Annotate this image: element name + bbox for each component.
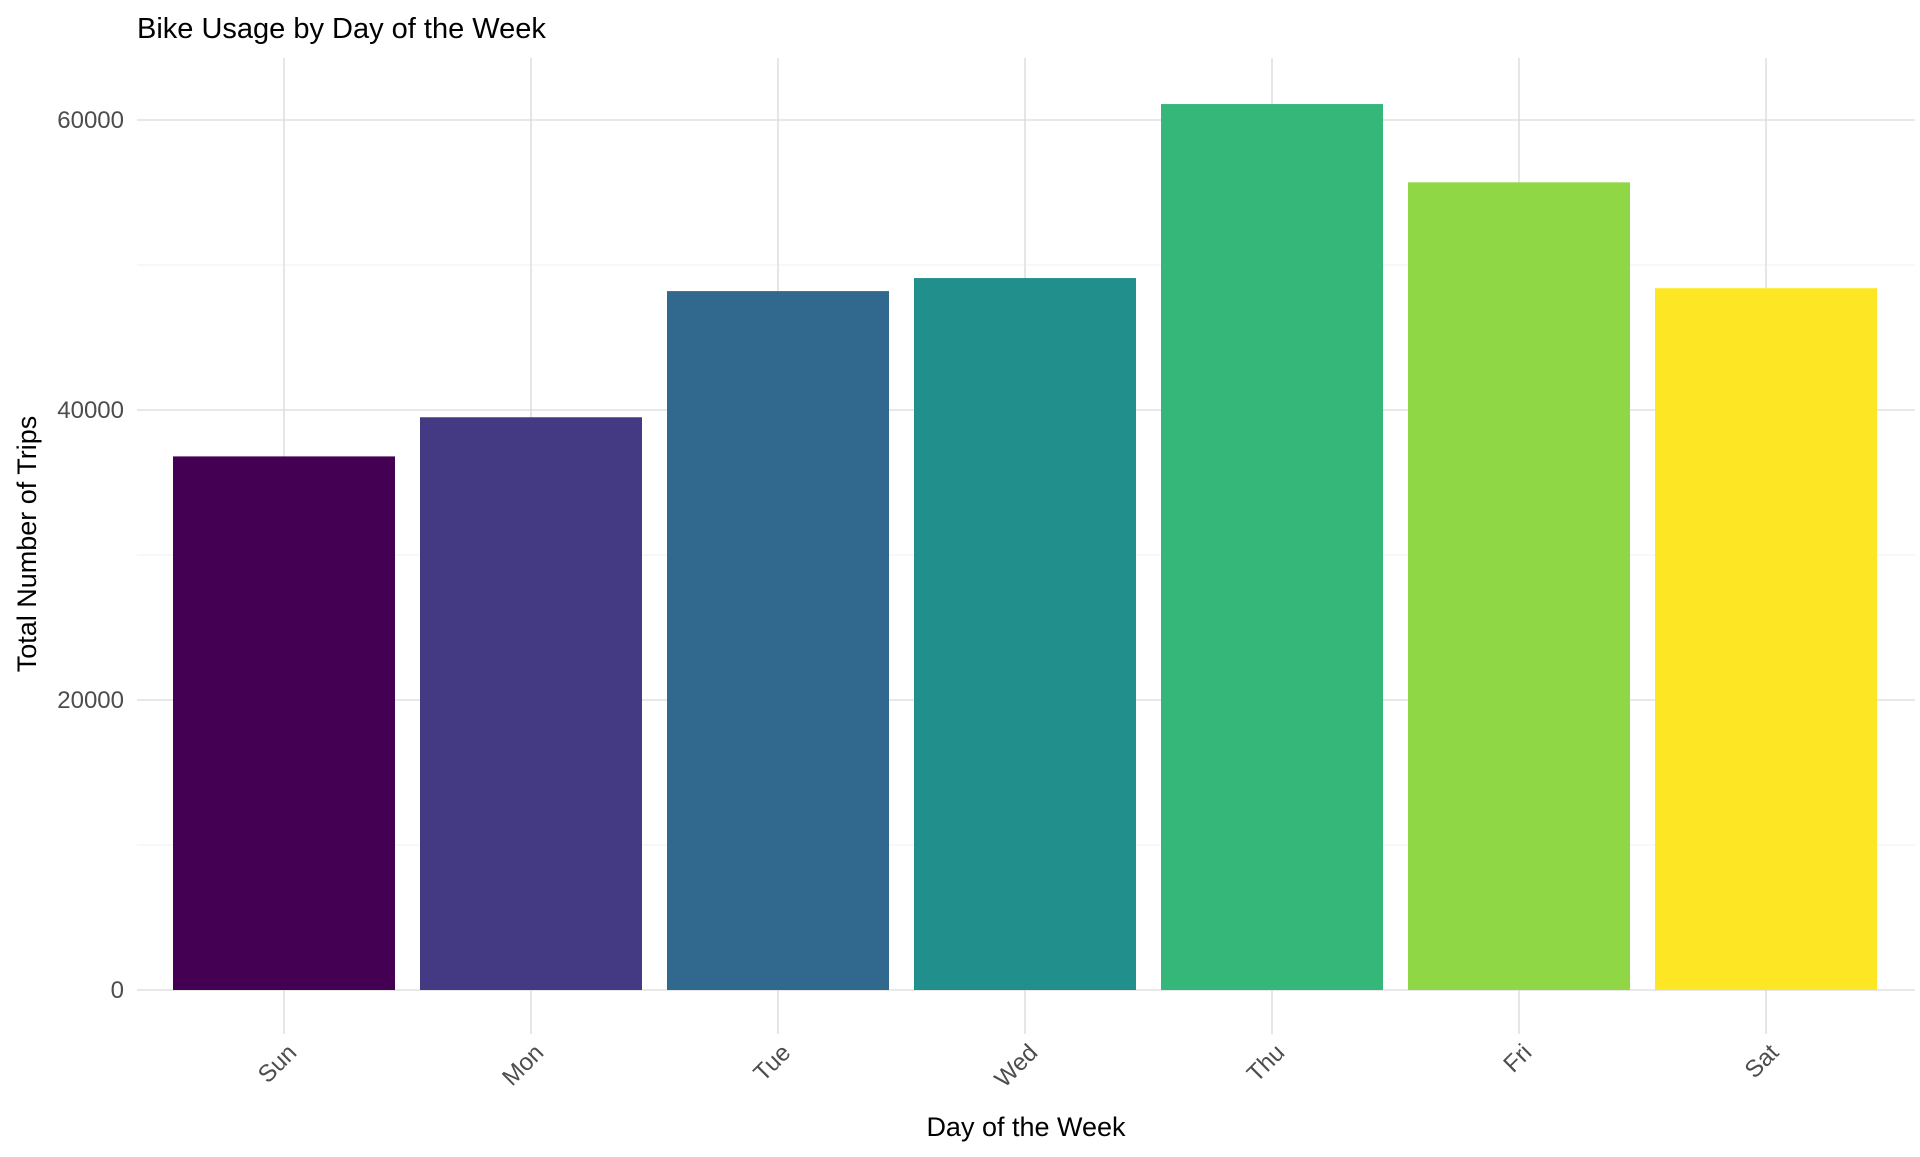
- y-tick-label: 60000: [57, 107, 124, 134]
- x-tick-label-thu: Thu: [1242, 1039, 1290, 1087]
- bar-series: [173, 104, 1877, 991]
- x-tick-label-sat: Sat: [1740, 1039, 1785, 1084]
- chart-title: Bike Usage by Day of the Week: [137, 13, 546, 45]
- x-tick-label-wed: Wed: [990, 1039, 1044, 1093]
- bar-wed: [914, 278, 1136, 990]
- y-axis-title: Total Number of Trips: [12, 416, 42, 673]
- y-tick-label: 40000: [57, 397, 124, 424]
- x-tick-label-fri: Fri: [1498, 1039, 1537, 1078]
- x-tick-label-mon: Mon: [497, 1039, 549, 1091]
- y-tick-label: 20000: [57, 687, 124, 714]
- bar-thu: [1161, 104, 1383, 991]
- x-tick-label-sun: Sun: [253, 1039, 302, 1088]
- x-axis-title: Day of the Week: [926, 1112, 1126, 1142]
- bar-mon: [420, 417, 642, 990]
- x-axis-ticks: Sun Mon Tue Wed Thu Fri Sat: [253, 1039, 1785, 1093]
- bar-fri: [1408, 182, 1630, 991]
- bar-tue: [667, 291, 889, 991]
- bar-sat: [1655, 288, 1877, 990]
- bar-sun: [173, 456, 395, 990]
- y-axis-ticks: 0 20000 40000 60000: [57, 107, 124, 1004]
- y-tick-label: 0: [111, 977, 124, 1004]
- x-tick-label-tue: Tue: [749, 1039, 797, 1087]
